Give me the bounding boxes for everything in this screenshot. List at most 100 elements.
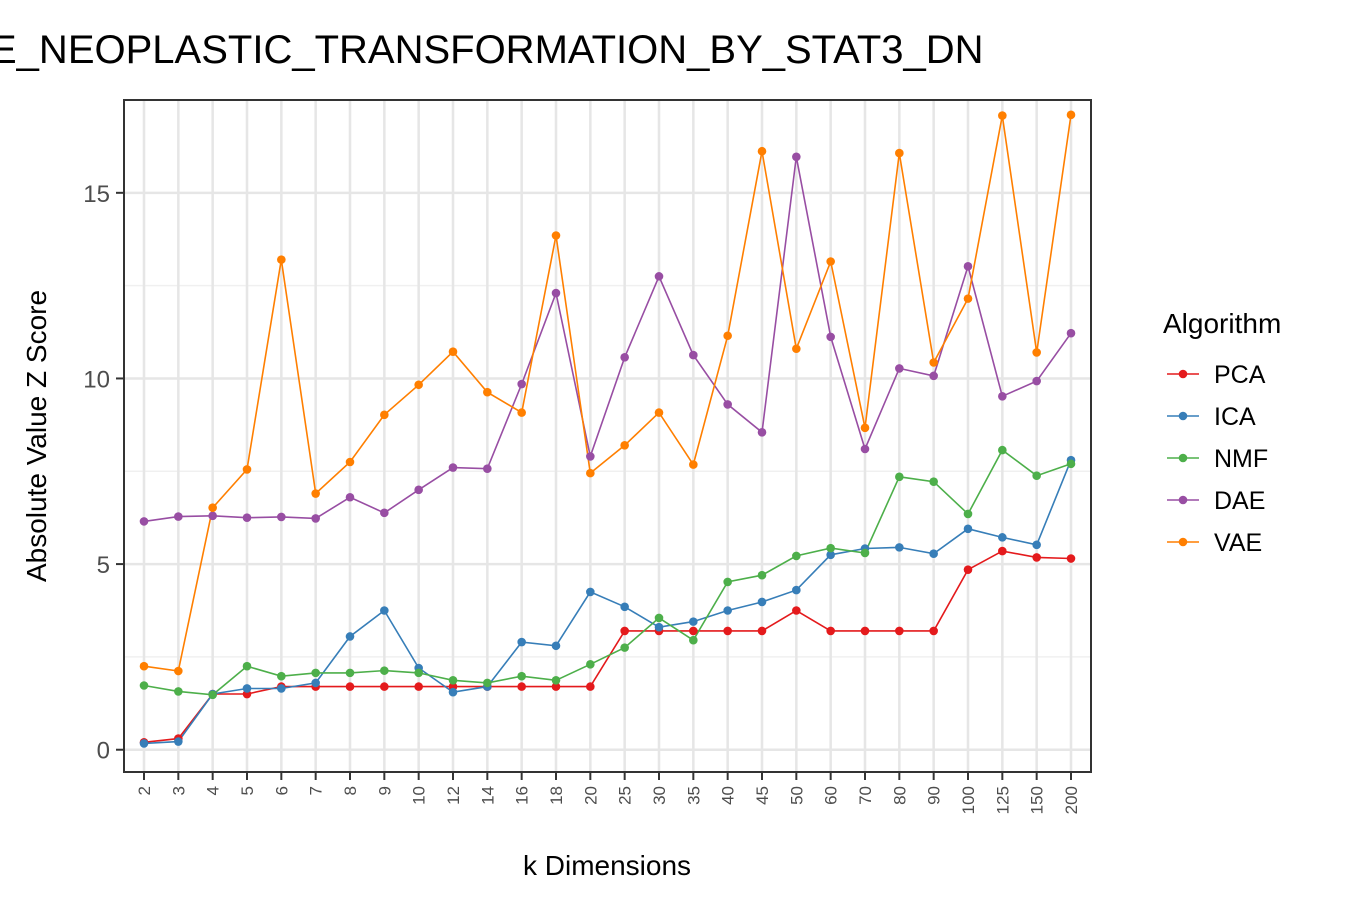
data-point-ica xyxy=(1032,540,1041,550)
data-point-ica xyxy=(517,637,526,647)
data-point-nmf xyxy=(551,675,561,685)
data-point-nmf xyxy=(586,660,595,669)
data-point-vae xyxy=(757,146,767,156)
data-point-nmf xyxy=(483,678,492,688)
data-point-dae xyxy=(1066,328,1076,338)
data-point-dae xyxy=(757,427,767,437)
data-point-nmf xyxy=(311,668,320,678)
series-line-ica xyxy=(143,459,1072,745)
legend-label-ica: ICA xyxy=(1214,403,1256,431)
data-point-dae xyxy=(620,352,629,362)
data-point-nmf xyxy=(380,666,389,675)
data-point-ica xyxy=(620,602,629,612)
x-tick-label: 14 xyxy=(478,786,497,805)
data-point-pca xyxy=(929,626,938,636)
data-point-ica xyxy=(963,524,973,534)
x-tick-label: 2 xyxy=(135,786,154,795)
data-point-nmf xyxy=(929,477,938,486)
data-point-pca xyxy=(1032,553,1041,562)
data-point-dae xyxy=(963,262,973,271)
x-tick-label: 9 xyxy=(375,786,394,795)
data-point-ica xyxy=(757,597,767,607)
data-point-vae xyxy=(826,257,835,266)
legend-items: PCA ICA NMF DAE VAE xyxy=(1167,361,1268,557)
data-point-dae xyxy=(586,452,595,461)
data-point-ica xyxy=(792,585,801,595)
data-point-pca xyxy=(1066,554,1076,563)
data-point-ica xyxy=(929,549,938,558)
data-point-pca xyxy=(551,682,561,691)
legend-key-point-ica xyxy=(1178,411,1188,421)
x-axis: 2 3 4 5 6 7 8 9 10 12 14 16 18 20 25 30 35 40 45 50 60 70 80 90… xyxy=(135,772,1081,814)
data-point-nmf xyxy=(654,613,664,623)
data-point-pca xyxy=(723,626,732,636)
data-point-vae xyxy=(174,666,183,676)
data-point-dae xyxy=(998,391,1007,401)
plot-panel xyxy=(123,99,1092,773)
data-point-vae xyxy=(792,344,801,354)
x-tick-label: 40 xyxy=(719,786,738,805)
legend-key-point-vae xyxy=(1178,537,1188,547)
data-point-nmf xyxy=(242,661,252,671)
x-tick-label: 8 xyxy=(341,786,360,795)
data-point-vae xyxy=(998,111,1007,120)
data-point-vae xyxy=(929,358,938,367)
legend-title: Algorithm xyxy=(1163,308,1281,339)
x-tick-label: 6 xyxy=(272,786,291,795)
data-point-ica xyxy=(139,739,149,748)
data-point-nmf xyxy=(208,690,217,700)
data-point-nmf xyxy=(998,445,1007,455)
data-point-pca xyxy=(826,626,835,636)
data-point-ica xyxy=(345,632,355,641)
data-point-nmf xyxy=(414,668,423,678)
data-point-pca xyxy=(792,606,801,615)
data-point-vae xyxy=(311,489,320,498)
data-point-nmf xyxy=(895,472,904,482)
y-tick-label: 10 xyxy=(83,366,110,393)
data-point-nmf xyxy=(689,635,698,645)
data-point-dae xyxy=(139,517,149,526)
x-tick-label: 30 xyxy=(650,786,669,805)
data-point-vae xyxy=(1032,348,1041,357)
data-point-vae xyxy=(517,408,526,417)
data-point-vae xyxy=(277,255,286,264)
data-point-pca xyxy=(860,626,870,636)
data-point-dae xyxy=(860,444,870,454)
x-tick-label: 150 xyxy=(1028,786,1047,814)
x-tick-label: 3 xyxy=(169,786,188,795)
data-point-nmf xyxy=(139,681,149,690)
data-point-vae xyxy=(345,457,355,467)
data-point-vae xyxy=(723,331,732,341)
data-point-nmf xyxy=(1032,471,1041,481)
data-point-ica xyxy=(998,533,1007,542)
data-point-dae xyxy=(689,350,698,360)
x-tick-label: 20 xyxy=(581,786,600,805)
x-tick-label: 100 xyxy=(959,786,978,814)
data-point-pca xyxy=(345,682,355,691)
data-point-nmf xyxy=(620,643,629,652)
data-point-dae xyxy=(277,512,286,522)
data-point-dae xyxy=(448,463,458,472)
x-tick-label: 60 xyxy=(822,786,841,805)
data-point-pca xyxy=(586,682,595,691)
x-tick-label: 125 xyxy=(993,786,1012,814)
data-point-dae xyxy=(895,364,904,373)
x-tick-label: 4 xyxy=(204,786,223,795)
data-point-pca xyxy=(689,626,698,636)
data-point-vae xyxy=(414,380,423,390)
data-point-vae xyxy=(551,231,561,240)
data-point-pca xyxy=(517,682,526,691)
legend-label-pca: PCA xyxy=(1214,361,1266,389)
data-point-vae xyxy=(963,294,973,303)
x-tick-label: 7 xyxy=(307,786,326,795)
data-point-ica xyxy=(654,622,664,632)
data-point-dae xyxy=(345,492,355,502)
data-point-pca xyxy=(380,682,389,691)
data-point-ica xyxy=(448,687,458,697)
data-point-dae xyxy=(311,514,320,523)
data-point-dae xyxy=(654,272,664,281)
data-point-pca xyxy=(620,626,629,636)
data-point-pca xyxy=(895,626,904,636)
data-point-nmf xyxy=(757,570,767,580)
